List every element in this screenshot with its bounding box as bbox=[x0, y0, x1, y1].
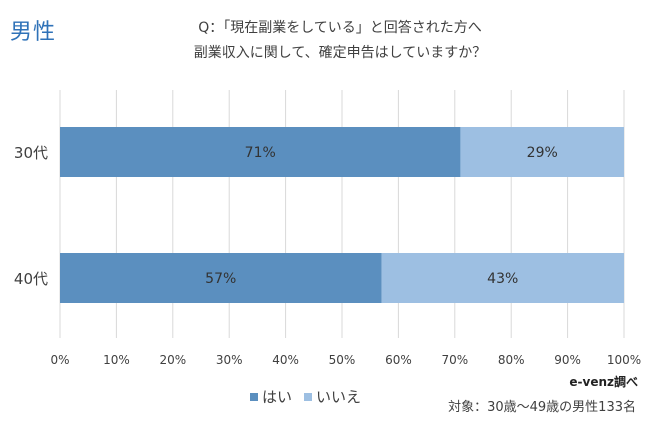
x-tick-label: 20% bbox=[159, 353, 186, 367]
chart-title-line2: 副業収入に関して、確定申告はしていますか？ bbox=[193, 45, 487, 61]
chart-title-line1: Q：「現在副業をしている」と回答された方へ bbox=[198, 20, 482, 36]
data-label: 57% bbox=[205, 271, 236, 287]
category-label: 40代 bbox=[14, 270, 48, 288]
legend-swatch-yes bbox=[250, 392, 258, 401]
bar-segment bbox=[60, 253, 382, 303]
chart-title: Q：「現在副業をしている」と回答された方へ 副業収入に関して、確定申告はしていま… bbox=[120, 16, 560, 66]
x-tick-label: 10% bbox=[103, 353, 130, 367]
data-label: 43% bbox=[487, 271, 518, 287]
legend-label-yes: はい bbox=[262, 388, 293, 406]
legend-item-no: いいえ bbox=[304, 386, 361, 407]
target-note: 対象：30歳～49歳の男性133名 bbox=[448, 400, 636, 415]
legend-label-no: いいえ bbox=[316, 388, 362, 406]
x-tick-label: 100% bbox=[607, 353, 641, 367]
x-tick-label: 0% bbox=[50, 353, 69, 367]
legend-swatch-no bbox=[304, 392, 313, 401]
x-tick-label: 80% bbox=[498, 353, 525, 367]
x-tick-label: 30% bbox=[216, 353, 243, 367]
x-tick-label: 40% bbox=[272, 353, 299, 367]
category-label: 30代 bbox=[14, 144, 48, 162]
bar-segment bbox=[460, 127, 624, 177]
data-label: 29% bbox=[527, 145, 558, 161]
bar-segment bbox=[381, 253, 624, 303]
corner-label: 男性 bbox=[10, 20, 57, 45]
x-tick-label: 70% bbox=[441, 353, 468, 367]
x-tick-label: 90% bbox=[554, 353, 581, 367]
legend: はい いいえ bbox=[250, 386, 373, 407]
source-note: e-venz調べ bbox=[569, 375, 638, 389]
bar-segment bbox=[60, 127, 461, 177]
x-tick-label: 60% bbox=[385, 353, 412, 367]
x-tick-label: 50% bbox=[329, 353, 356, 367]
legend-item-yes: はい bbox=[250, 386, 292, 407]
data-label: 71% bbox=[245, 145, 276, 161]
